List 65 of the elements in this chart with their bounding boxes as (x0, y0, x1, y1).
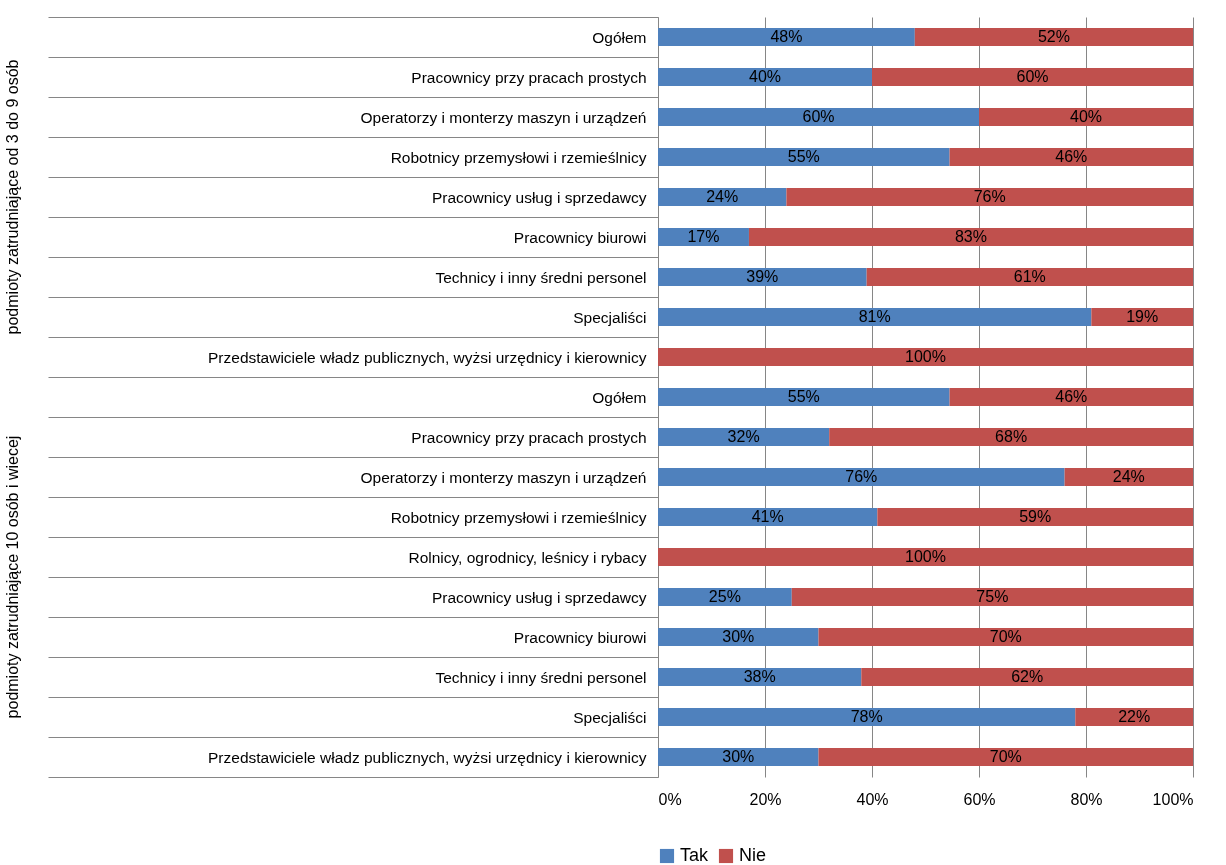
y-tick-label: Robotnicy przemysłowi i rzemieślnicy (390, 508, 647, 526)
x-tick-label: 0% (658, 790, 682, 808)
data-label: 40% (748, 68, 782, 85)
data-label: 70% (989, 628, 1022, 645)
data-label: 46% (1055, 148, 1088, 165)
data-label: 76% (973, 188, 1006, 205)
data-label: 24% (1112, 468, 1145, 485)
data-label: 78% (850, 708, 883, 725)
y-tick-label: Rolnicy, ogrodnicy, leśnicy i rybacy (408, 548, 647, 566)
legend-label: Nie (739, 845, 767, 865)
legend-label: Tak (680, 845, 710, 865)
x-tick-label: 60% (963, 790, 996, 808)
y-tick-label: Pracownicy przy pracach prostych (411, 428, 647, 446)
data-label: 41% (751, 508, 784, 525)
y-tick-label: Pracownicy usług i sprzedawcy (431, 588, 647, 606)
y-tick-label: Ogółem (592, 388, 647, 406)
data-label: 32% (727, 428, 760, 445)
data-label: 17% (687, 228, 720, 245)
data-label: 30% (722, 748, 755, 765)
data-label: 25% (708, 588, 741, 605)
data-label: 30% (722, 628, 755, 645)
text: podmioty zatrudniające 10 osób i wiecej (4, 435, 21, 719)
data-label: 48% (770, 28, 803, 45)
y-tick-label: Technicy i inny średni personel (435, 268, 647, 286)
data-label: 83% (954, 228, 987, 245)
data-label: 68% (995, 428, 1028, 445)
data-label: 24% (706, 188, 739, 205)
data-label: 46% (1055, 388, 1088, 405)
y-tick-label: Przedstawiciele władz publicznych, wyżsi urzędnicy i kierownicy (208, 348, 647, 366)
data-label: 61% (1013, 268, 1046, 285)
y-tick-label: Specjaliści (573, 708, 647, 726)
y-tick-label: Operatorzy i monterzy maszyn i urządzeń (360, 108, 647, 126)
x-tick-label: 80% (1070, 790, 1103, 808)
text: podmioty zatrudniające od 3 do 9 osób (4, 59, 21, 335)
data-label: 55% (787, 148, 820, 165)
data-label: 40% (1069, 108, 1103, 125)
data-label: 62% (1011, 668, 1044, 685)
y-tick-label: Pracownicy przy pracach prostych (411, 68, 647, 86)
data-label: 60% (1016, 68, 1049, 85)
data-label: 76% (845, 468, 878, 485)
data-label: 19% (1126, 308, 1159, 325)
x-tick-label: 20% (749, 790, 782, 808)
y-tick-label: Przedstawiciele władz publicznych, wyżsi urzędnicy i kierownicy (208, 748, 647, 766)
data-label: 70% (989, 748, 1022, 765)
x-tick-label: 100% (1152, 790, 1194, 808)
data-label: 100% (905, 548, 946, 565)
data-label: 39% (746, 268, 779, 285)
data-label: 60% (802, 108, 835, 125)
y-tick-label: Operatorzy i monterzy maszyn i urządzeń (360, 468, 647, 486)
data-label: 75% (976, 588, 1009, 605)
data-label: 22% (1118, 708, 1151, 725)
data-label: 52% (1037, 28, 1070, 45)
data-label: 81% (858, 308, 891, 325)
data-label: 59% (1019, 508, 1052, 525)
y-tick-label: Robotnicy przemysłowi i rzemieślnicy (390, 148, 647, 166)
y-tick-label: Ogółem (592, 28, 647, 46)
y-tick-label: Pracownicy usług i sprzedawcy (431, 188, 647, 206)
y-tick-label: Specjaliści (573, 308, 647, 326)
y-tick-label: Pracownicy biurowi (513, 228, 647, 246)
data-label: 100% (905, 348, 946, 365)
y-tick-label: Technicy i inny średni personel (435, 668, 647, 686)
y-tick-label: Pracownicy biurowi (513, 628, 647, 646)
data-label: 55% (787, 388, 820, 405)
x-tick-label: 40% (856, 790, 889, 808)
data-label: 38% (743, 668, 776, 685)
